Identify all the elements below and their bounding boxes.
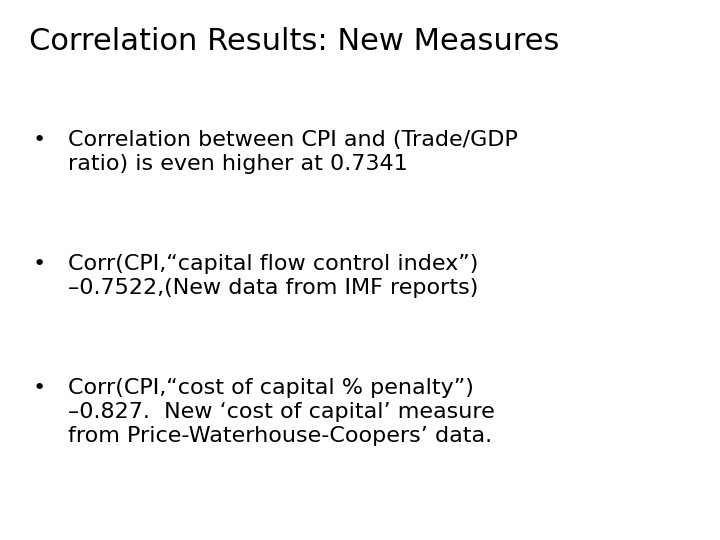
Text: Correlation between CPI and (Trade/GDP
ratio) is even higher at 0.7341: Correlation between CPI and (Trade/GDP r… [68, 130, 518, 173]
Text: Corr(CPI,“capital flow control index”)
–0.7522,(New data from IMF reports): Corr(CPI,“capital flow control index”) –… [68, 254, 479, 298]
Text: •: • [32, 378, 45, 398]
Text: Correlation Results: New Measures: Correlation Results: New Measures [29, 27, 559, 56]
Text: •: • [32, 130, 45, 150]
Text: •: • [32, 254, 45, 274]
Text: Corr(CPI,“cost of capital % penalty”)
–0.827.  New ‘cost of capital’ measure
fro: Corr(CPI,“cost of capital % penalty”) –0… [68, 378, 495, 446]
